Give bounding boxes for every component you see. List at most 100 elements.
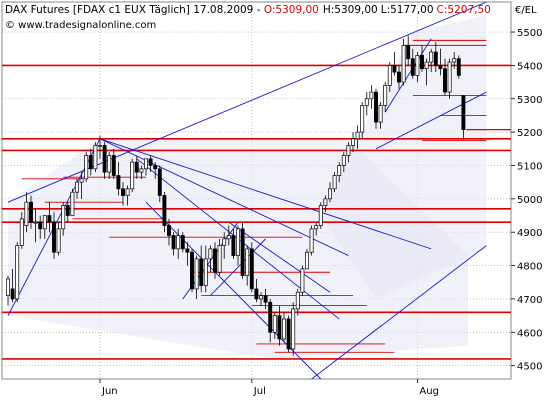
trend-line bbox=[145, 201, 322, 380]
candle-body bbox=[10, 288, 15, 300]
candle-body bbox=[93, 145, 98, 170]
candle-body bbox=[295, 291, 300, 310]
candle-body bbox=[47, 215, 52, 223]
candle-body bbox=[236, 228, 240, 256]
candle-body bbox=[208, 248, 213, 260]
candle-body bbox=[153, 165, 158, 170]
candle-body bbox=[309, 228, 314, 253]
candle-body bbox=[245, 248, 250, 276]
candle-body bbox=[263, 295, 268, 303]
y-tick-label: 4600 bbox=[517, 328, 542, 339]
candle-body bbox=[217, 245, 222, 273]
candle-body bbox=[56, 228, 61, 253]
candle-body bbox=[125, 188, 130, 196]
candle-body bbox=[268, 301, 273, 333]
candle-body bbox=[79, 178, 84, 183]
candle-body bbox=[328, 188, 332, 200]
header-instrument: DAX Futures [FDAX c1 EUX Täglich] 17.08.… bbox=[5, 4, 264, 16]
candle-body bbox=[364, 98, 369, 106]
candle-body bbox=[387, 65, 392, 86]
candle-body bbox=[410, 58, 415, 76]
candle-body bbox=[456, 58, 461, 76]
candle-body bbox=[433, 51, 438, 66]
header-high: H:5309,00 bbox=[323, 4, 378, 16]
x-tick-label: Jul bbox=[253, 386, 266, 397]
candle-body bbox=[121, 188, 125, 196]
candle-body bbox=[190, 251, 194, 290]
candle-body bbox=[286, 318, 291, 350]
candle-body bbox=[185, 248, 190, 253]
axis-layer: 5500 5400 5300 5200 5100 5000 4900 4800 4700 4600… bbox=[99, 28, 542, 397]
candle-body bbox=[6, 278, 10, 296]
y-tick-label: 4800 bbox=[517, 262, 542, 273]
candle-body bbox=[84, 155, 89, 180]
trend-line bbox=[99, 138, 349, 256]
candle-body bbox=[300, 268, 305, 293]
candle-body bbox=[176, 235, 181, 250]
candle-body bbox=[369, 91, 374, 100]
y-tick-label: 5500 bbox=[517, 28, 542, 39]
y-tick-label: 5000 bbox=[517, 195, 542, 206]
candle-body bbox=[75, 181, 79, 193]
candle-body bbox=[102, 145, 107, 173]
trend-line bbox=[375, 91, 487, 150]
candle-body bbox=[213, 248, 217, 273]
x-tick-label: Jun bbox=[101, 386, 118, 397]
candle-body bbox=[378, 105, 383, 123]
candle-body bbox=[130, 161, 135, 190]
candle-body bbox=[65, 205, 70, 216]
candle-body bbox=[346, 145, 351, 156]
y-tick-label: 4900 bbox=[517, 228, 542, 239]
candle-body bbox=[337, 165, 342, 176]
candle-body bbox=[88, 155, 93, 170]
candle-body bbox=[203, 258, 208, 286]
candle-body bbox=[226, 235, 231, 240]
candle-body bbox=[277, 315, 282, 340]
candle-body bbox=[162, 195, 167, 226]
candle-body bbox=[272, 315, 277, 333]
header-open: O:5309,00 bbox=[264, 4, 319, 16]
level-layer bbox=[2, 39, 511, 360]
candle-body bbox=[323, 198, 328, 206]
candle-body bbox=[107, 155, 112, 173]
candle-body bbox=[139, 168, 144, 173]
candle-body bbox=[406, 45, 411, 60]
candle-body bbox=[171, 235, 176, 250]
y-tick-label: 5100 bbox=[517, 161, 542, 172]
candle-body bbox=[447, 61, 452, 93]
y-tick-label: 5400 bbox=[517, 61, 542, 72]
candle-body bbox=[254, 288, 259, 300]
y-tick-label: 5300 bbox=[517, 95, 542, 106]
plot-frame bbox=[1, 1, 512, 380]
candle-body bbox=[24, 201, 29, 226]
candle-body bbox=[144, 158, 148, 170]
candle-body bbox=[116, 175, 121, 190]
trend-line bbox=[99, 138, 432, 250]
candle-body bbox=[420, 55, 424, 70]
trend-line bbox=[210, 238, 266, 296]
candle-body bbox=[415, 55, 420, 76]
candle-body bbox=[282, 318, 286, 340]
candle-body bbox=[240, 228, 245, 276]
candle-body bbox=[401, 45, 406, 83]
candle-body bbox=[452, 58, 457, 63]
candle-body bbox=[461, 95, 466, 130]
candle-body bbox=[111, 155, 116, 176]
candle-body bbox=[424, 61, 429, 70]
candle-body bbox=[38, 221, 43, 230]
candle-body bbox=[341, 155, 346, 166]
y-tick-label: 4700 bbox=[517, 295, 542, 306]
candle-body bbox=[351, 138, 355, 146]
candle-body bbox=[148, 158, 153, 166]
candle-body bbox=[291, 308, 296, 350]
x-tick-label: Aug bbox=[419, 386, 439, 397]
y-tick-label: 4500 bbox=[517, 362, 542, 373]
candle-body bbox=[231, 235, 236, 256]
watermark-text: © www.tradesignalonline.com bbox=[5, 20, 156, 31]
trend-line bbox=[384, 38, 432, 113]
trend-line bbox=[311, 245, 487, 380]
candle-body bbox=[259, 295, 263, 300]
candle-body bbox=[52, 221, 56, 253]
candle-body bbox=[61, 205, 66, 230]
